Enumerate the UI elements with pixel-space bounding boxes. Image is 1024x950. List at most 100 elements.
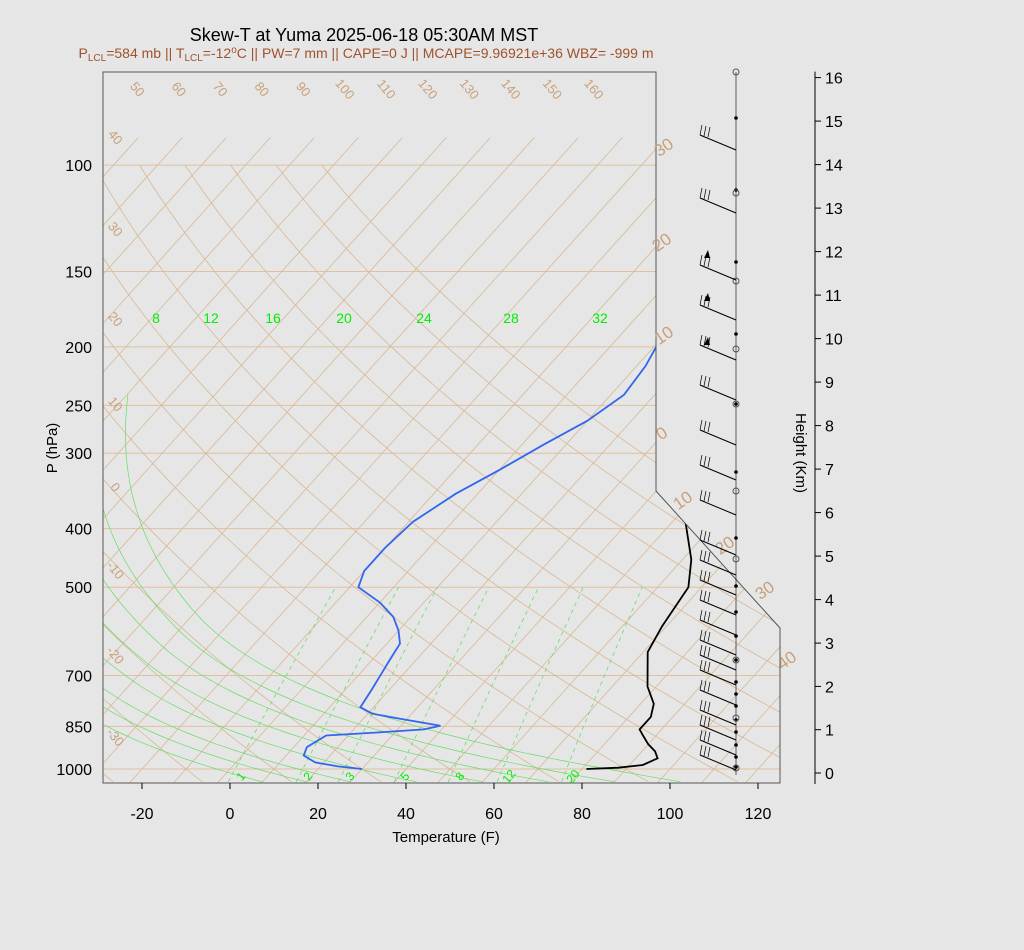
wind-barb-feather	[707, 681, 711, 693]
moist-adiabat	[103, 394, 615, 783]
temp-tick-label: 0	[226, 806, 235, 823]
wind-barb-feather	[699, 124, 703, 136]
dry-adiabat	[184, 164, 780, 783]
wind-dot	[734, 730, 738, 734]
temp-tick-label: 100	[657, 806, 684, 823]
wind-barb-feather	[699, 714, 703, 726]
temp-tick-label: 40	[397, 806, 415, 823]
wind-barb	[699, 709, 737, 726]
wind-barb	[699, 539, 737, 556]
wind-barb-feather	[707, 189, 711, 201]
moist-adiabat	[103, 394, 307, 783]
wind-dot	[734, 692, 738, 696]
isotherm	[295, 137, 780, 783]
moist-adiabat	[103, 394, 263, 783]
moist-adiabat	[103, 394, 549, 783]
plot-frame	[102, 71, 781, 784]
wind-barb	[699, 134, 737, 151]
dry-adiabat	[103, 164, 471, 783]
dry-adiabat	[103, 164, 649, 783]
wind-dot	[734, 332, 738, 336]
wind-dot	[734, 610, 738, 614]
isotherm	[339, 137, 780, 783]
wind-barb	[699, 754, 737, 771]
wind-barb-feather	[707, 491, 711, 503]
wind-barb-feather	[703, 335, 707, 347]
dry-adiabat	[275, 164, 780, 783]
wind-barb-feather	[699, 609, 703, 621]
height-tick-label: 2	[825, 679, 834, 696]
wind-barb-feather	[703, 490, 707, 502]
wind-barb-feather	[707, 701, 711, 713]
wind-barb-feather	[699, 644, 703, 656]
wind-flag	[704, 250, 710, 258]
isotherm	[0, 137, 50, 794]
dewpoint-line	[302, 172, 780, 770]
wind-dot	[734, 536, 738, 540]
pressure-tick-label: 150	[65, 264, 92, 281]
wind-barb	[699, 599, 737, 616]
isotherm	[103, 137, 227, 783]
isotherm	[103, 137, 667, 783]
adiabat-label: 20	[336, 310, 352, 326]
wind-barb-feather	[699, 374, 703, 386]
pressure-tick-label: 850	[65, 719, 92, 736]
isotherm	[103, 137, 359, 783]
moist-adiabat	[103, 394, 417, 783]
wind-barb-feather	[703, 630, 707, 642]
isotherm	[603, 137, 780, 783]
wind-barb-feather	[707, 551, 711, 563]
height-tick-label: 8	[825, 419, 834, 436]
isotherm	[103, 137, 447, 783]
wind-barb-feather	[703, 530, 707, 542]
pressure-tick-label: 400	[65, 522, 92, 539]
wind-barb-feather	[703, 188, 707, 200]
isotherm	[103, 137, 623, 783]
temp-tick-label: 60	[485, 806, 503, 823]
y-axis-label: P (hPa)	[44, 423, 61, 474]
wind-barb	[699, 579, 737, 596]
plot-area	[103, 72, 780, 783]
wind-barb	[699, 669, 737, 686]
isotherm	[0, 137, 6, 794]
adiabat-label: 24	[416, 310, 432, 326]
wind-barb	[699, 264, 737, 281]
height-tick-label: 6	[825, 506, 834, 523]
wind-barb-feather	[707, 661, 711, 673]
wind-barb	[699, 464, 737, 481]
dry-adiabat	[321, 164, 780, 783]
x-axis-label: Temperature (F)	[392, 829, 500, 846]
wind-dot	[734, 743, 738, 747]
isotherm	[559, 137, 780, 783]
wind-barb	[699, 724, 737, 741]
wind-dot	[734, 658, 738, 662]
wind-dot	[734, 402, 738, 406]
height-tick-label: 7	[825, 462, 834, 479]
wind-level-marker	[732, 487, 740, 495]
wind-barb-feather	[707, 531, 711, 543]
wind-barb-feather	[707, 631, 711, 643]
isotherm	[103, 137, 403, 783]
wind-level-marker	[732, 68, 740, 76]
moist-adiabat	[103, 394, 351, 783]
height-tick-label: 5	[825, 549, 834, 566]
adiabat-label: 32	[592, 310, 608, 326]
wind-level-marker	[732, 764, 740, 772]
wind-dot	[734, 116, 738, 120]
mixing-ratio-line	[227, 587, 337, 782]
wind-level-marker	[732, 189, 740, 197]
wind-barb-feather	[707, 296, 711, 308]
wind-barb-feather	[703, 455, 707, 467]
wind-barb-feather	[707, 746, 711, 758]
mixing-ratio-line	[338, 587, 438, 782]
wind-barb-feather	[707, 646, 711, 658]
adiabat-label: 16	[265, 310, 281, 326]
isotherm	[779, 137, 780, 783]
height-tick-label: 3	[825, 636, 834, 653]
chart-subtitle: PLCL=584 mb || TLCL=-12oC || PW=7 mm || …	[79, 45, 654, 64]
wind-barb-feather	[699, 569, 703, 581]
wind-barb-feather	[707, 376, 711, 388]
pressure-tick-label: 100	[65, 158, 92, 175]
